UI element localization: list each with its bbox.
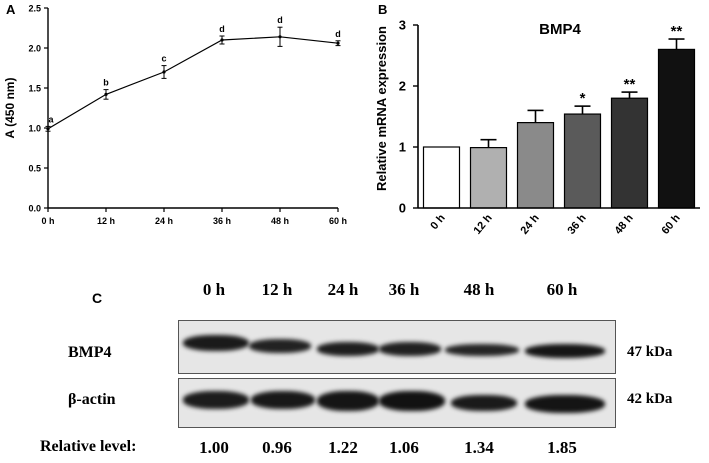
panel-c-western-blot: C 0 h 12 h 24 h 36 h 48 h 60 h BMP4 β-ac… bbox=[0, 280, 709, 463]
relative-level-label: Relative level: bbox=[40, 438, 137, 455]
x-tick-label: 24 h bbox=[155, 216, 173, 226]
x-tick-label: 60 h bbox=[659, 212, 683, 237]
panel-a-line-chart: A 0.0 0.5 1.0 1.5 2.0 2.5 0 h 12 h 24 h 36 h 48 h 6… bbox=[0, 0, 370, 240]
data-point bbox=[46, 127, 50, 131]
x-tick-label: 48 h bbox=[271, 216, 289, 226]
y-axis-title: A (450 nm) bbox=[3, 78, 17, 139]
lane-label: 48 h bbox=[463, 280, 495, 299]
x-tick-label: 0 h bbox=[428, 212, 448, 232]
blot-band bbox=[379, 342, 441, 356]
blot-band bbox=[183, 391, 249, 409]
blot-band bbox=[317, 342, 379, 356]
x-tick-label: 60 h bbox=[329, 216, 347, 226]
line-chart-svg: 0.0 0.5 1.0 1.5 2.0 2.5 0 h 12 h 24 h 36 h 48 h 60 … bbox=[3, 4, 347, 227]
blot-band bbox=[379, 391, 445, 411]
relative-value: 1.00 bbox=[199, 438, 229, 457]
bar bbox=[610, 97, 649, 209]
blot-band bbox=[183, 335, 249, 351]
blot-band bbox=[249, 339, 311, 353]
significance-letter: d bbox=[277, 15, 283, 25]
x-tick-label: 36 h bbox=[565, 212, 589, 237]
bar bbox=[516, 121, 555, 209]
x-tick-label: 24 h bbox=[518, 212, 542, 237]
significance-letter: c bbox=[161, 54, 166, 64]
significance-marker: ** bbox=[624, 76, 636, 93]
blot-band bbox=[445, 344, 519, 356]
panel-c-label: C bbox=[92, 290, 103, 306]
lane-label: 36 h bbox=[388, 280, 420, 299]
data-point bbox=[104, 92, 108, 96]
significance-letter: a bbox=[48, 114, 54, 124]
lane-label: 60 h bbox=[546, 280, 578, 299]
relative-value: 1.34 bbox=[464, 438, 494, 457]
bar bbox=[422, 146, 461, 209]
significance-letter: d bbox=[335, 29, 341, 39]
y-tick-label: 2.5 bbox=[28, 4, 41, 14]
x-tick-label: 12 h bbox=[471, 212, 495, 237]
blot-row-label-bmp4: BMP4 bbox=[68, 344, 112, 361]
y-tick-label: 1 bbox=[399, 140, 406, 155]
blot-band bbox=[251, 391, 315, 409]
significance-marker: ** bbox=[671, 23, 683, 40]
series-line bbox=[47, 36, 339, 130]
y-tick-label: 2.0 bbox=[28, 44, 41, 54]
data-point bbox=[162, 70, 166, 74]
lane-label: 24 h bbox=[327, 280, 359, 299]
lane-label: 0 h bbox=[202, 280, 226, 299]
blot-band bbox=[525, 344, 605, 358]
y-tick-label: 0.5 bbox=[28, 164, 41, 174]
data-point bbox=[220, 38, 224, 42]
blot-band bbox=[317, 391, 379, 411]
y-tick-label: 0 bbox=[399, 201, 406, 216]
significance-marker: * bbox=[580, 90, 586, 107]
bar-chart-svg: BMP4 0 h 12 h 24 h * 36 h ** 48 h ** 60 h 0 1 2 3 Rela… bbox=[374, 18, 700, 237]
data-point bbox=[278, 35, 282, 39]
blot-strip-bmp4 bbox=[178, 320, 616, 374]
x-tick-label: 48 h bbox=[612, 212, 636, 237]
y-tick-label: 1.5 bbox=[28, 84, 41, 94]
panel-b-bar-chart: B BMP4 0 h 12 h 24 h * 36 h ** 48 h ** 60 h 0 1 2 3 Re… bbox=[370, 0, 709, 250]
blot-size-bmp4: 47 kDa bbox=[627, 344, 673, 360]
lane-label: 12 h bbox=[261, 280, 293, 299]
blot-size-actin: 42 kDa bbox=[627, 391, 673, 407]
relative-value: 1.22 bbox=[328, 438, 358, 457]
significance-letter: b bbox=[103, 78, 109, 88]
blot-row-label-actin: β-actin bbox=[68, 391, 116, 408]
y-axis-title: Relative mRNA expression bbox=[374, 26, 389, 191]
y-tick-label: 3 bbox=[399, 18, 406, 33]
y-tick-label: 1.0 bbox=[28, 124, 41, 134]
panel-b-label: B bbox=[378, 2, 388, 17]
significance-letter: d bbox=[219, 24, 225, 34]
bar bbox=[657, 48, 696, 209]
blot-band bbox=[525, 395, 605, 413]
y-tick-label: 0.0 bbox=[28, 204, 41, 214]
x-tick-label: 0 h bbox=[41, 216, 54, 226]
blot-band bbox=[451, 395, 517, 411]
data-point bbox=[336, 41, 340, 45]
x-tick-label: 12 h bbox=[97, 216, 115, 226]
relative-value: 0.96 bbox=[262, 438, 292, 457]
bar bbox=[469, 147, 508, 209]
relative-value: 1.85 bbox=[547, 438, 577, 457]
blot-strip-actin bbox=[178, 378, 616, 428]
relative-value: 1.06 bbox=[389, 438, 419, 457]
panel-a-label: A bbox=[6, 2, 16, 17]
bar bbox=[563, 113, 602, 209]
x-tick-label: 36 h bbox=[213, 216, 231, 226]
chart-title: BMP4 bbox=[539, 21, 581, 38]
y-tick-label: 2 bbox=[399, 79, 406, 94]
